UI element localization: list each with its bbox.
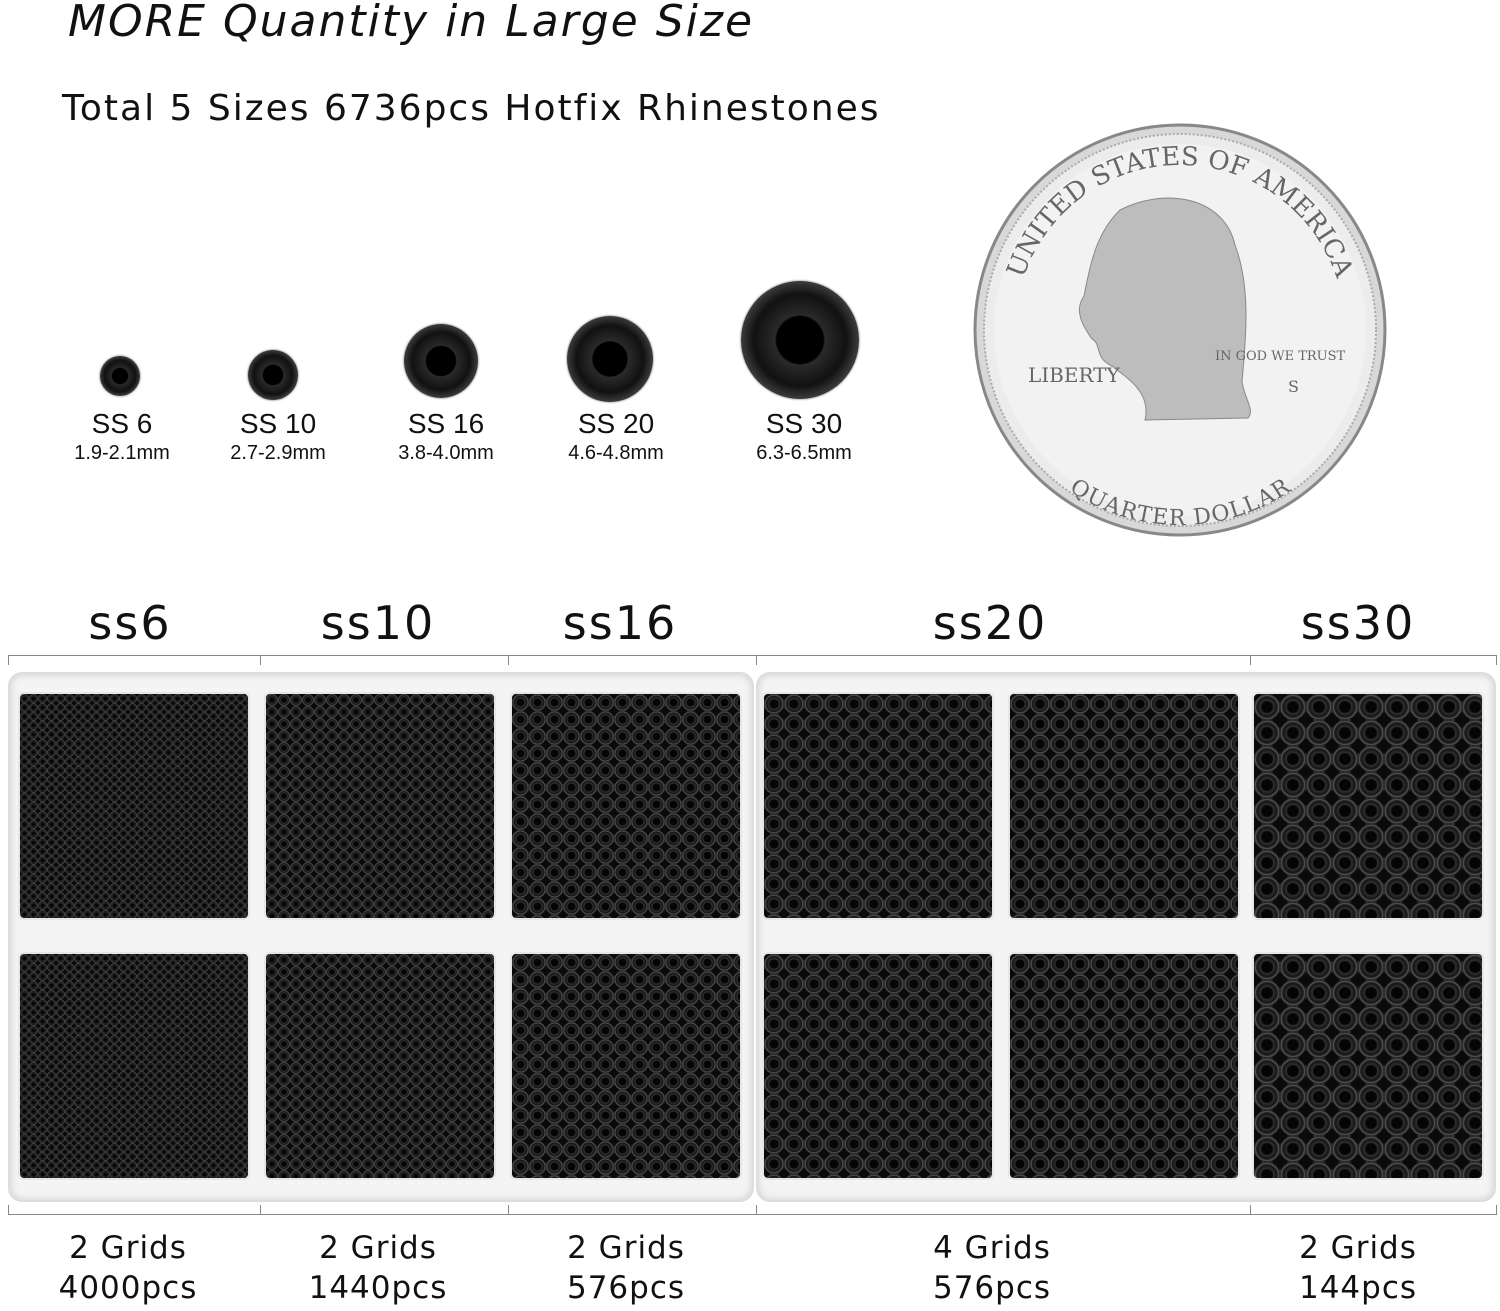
size-name: SS 30	[765, 408, 843, 439]
rhinestone-grid	[18, 952, 250, 1180]
piece-count: 144pcs	[1298, 1270, 1418, 1306]
grid-count: 2 Grids	[319, 1230, 437, 1266]
quarter-coin-image: UNITED STATES OF AMERICA QUARTER DOLLAR …	[973, 123, 1387, 537]
size-mm: 3.8-4.0mm	[398, 442, 494, 464]
divider-top	[8, 655, 1497, 656]
section-label-ss10: ss10	[320, 596, 436, 650]
size-mm: 6.3-6.5mm	[756, 442, 852, 464]
grid-count: 2 Grids	[69, 1230, 187, 1266]
piece-count: 4000pcs	[58, 1270, 198, 1306]
rhinestone-grid	[762, 952, 994, 1180]
size-label: SS 10 2.7-2.9mm	[203, 408, 353, 465]
stone-ss20	[567, 316, 653, 402]
piece-count: 576pcs	[932, 1270, 1052, 1306]
size-label: SS 20 4.6-4.8mm	[541, 408, 691, 465]
section-label-ss16: ss16	[562, 596, 678, 650]
rhinestone-grid	[510, 952, 742, 1180]
section-label-ss20: ss20	[932, 596, 1048, 650]
quantity-ss16: 2 Grids 576pcs	[506, 1228, 746, 1308]
rhinestone-grid	[1008, 952, 1240, 1180]
size-name: SS 20	[577, 408, 655, 439]
size-label: SS 30 6.3-6.5mm	[729, 408, 879, 465]
rhinestone-grid	[1252, 952, 1484, 1180]
subheadline: Total 5 Sizes 6736pcs Hotfix Rhinestones	[62, 88, 881, 129]
stone-ss16	[404, 324, 478, 398]
rhinestone-grid	[1252, 692, 1484, 920]
portrait-icon	[1079, 197, 1251, 421]
section-label-ss6: ss6	[88, 596, 172, 650]
coin-mint-mark: S	[1288, 377, 1299, 396]
coin-liberty-text: LIBERTY	[1028, 363, 1121, 387]
grid-count: 2 Grids	[1299, 1230, 1417, 1266]
rhinestone-grid	[264, 952, 496, 1180]
quantity-ss6: 2 Grids 4000pcs	[8, 1228, 248, 1308]
rhinestone-grid	[762, 692, 994, 920]
grid-count: 4 Grids	[933, 1230, 1051, 1266]
stone-ss10	[248, 350, 298, 400]
size-label: SS 6 1.9-2.1mm	[47, 408, 197, 465]
grid-count: 2 Grids	[567, 1230, 685, 1266]
size-mm: 2.7-2.9mm	[230, 442, 326, 464]
piece-count: 576pcs	[566, 1270, 686, 1306]
quantity-ss30: 2 Grids 144pcs	[1238, 1228, 1478, 1308]
size-name: SS 10	[239, 408, 317, 439]
rhinestone-grid	[18, 692, 250, 920]
size-label: SS 16 3.8-4.0mm	[371, 408, 521, 465]
size-name: SS 6	[91, 408, 153, 439]
quantity-ss10: 2 Grids 1440pcs	[258, 1228, 498, 1308]
stone-ss30	[741, 281, 859, 399]
stone-ss6	[100, 356, 140, 396]
coin-motto-text: IN GOD WE TRUST	[1215, 349, 1346, 364]
headline: MORE Quantity in Large Size	[68, 0, 755, 47]
rhinestone-grid	[264, 692, 496, 920]
size-mm: 4.6-4.8mm	[568, 442, 664, 464]
section-label-ss30: ss30	[1300, 596, 1416, 650]
divider-bottom	[8, 1214, 1497, 1215]
rhinestone-grid	[510, 692, 742, 920]
size-mm: 1.9-2.1mm	[74, 442, 170, 464]
quantity-ss20: 4 Grids 576pcs	[872, 1228, 1112, 1308]
piece-count: 1440pcs	[308, 1270, 448, 1306]
rhinestone-grid	[1008, 692, 1240, 920]
size-name: SS 16	[407, 408, 485, 439]
